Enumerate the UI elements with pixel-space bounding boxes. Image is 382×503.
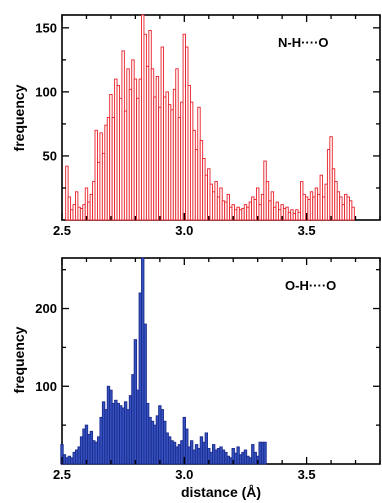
bond-annotation: N-H····O <box>278 35 329 50</box>
x-tick-label: 3.0 <box>175 223 193 238</box>
y-axis-label: frequency <box>11 326 27 393</box>
nho-histogram-panel: 2.5 3.0 3.5 50 100 150 N-H····O frequency <box>11 15 380 238</box>
y-axis-label: frequency <box>11 84 27 151</box>
bar-group <box>61 258 266 464</box>
y-tick-label: 100 <box>35 84 57 99</box>
y-tick-label: 100 <box>35 379 57 394</box>
oho-histogram-panel: 2.5 3.0 3.5 100 200 O-H····O frequency dista… <box>11 258 380 500</box>
x-tick-label: 2.5 <box>53 223 71 238</box>
histogram-bar <box>352 207 354 220</box>
y-tick-label: 50 <box>43 148 57 163</box>
histogram-bar <box>264 442 266 464</box>
x-tick-label: 3.5 <box>298 467 316 482</box>
x-tick-label: 3.0 <box>175 467 193 482</box>
x-tick-label: 3.5 <box>298 223 316 238</box>
bond-annotation: O-H····O <box>285 278 336 293</box>
x-tick-label: 2.5 <box>53 467 71 482</box>
x-axis-label: distance (Å) <box>181 484 261 500</box>
y-tick-label: 200 <box>35 301 57 316</box>
y-tick-label: 150 <box>35 20 57 35</box>
